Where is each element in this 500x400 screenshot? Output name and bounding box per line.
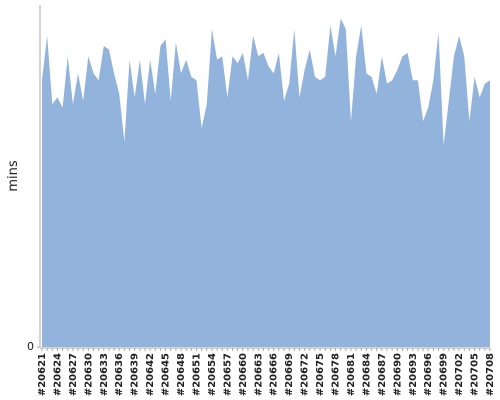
x-tick-label: #20654 — [207, 353, 218, 396]
x-tick-label: #20702 — [454, 353, 465, 396]
x-tick-label: #20645 — [161, 353, 172, 396]
area — [42, 18, 490, 348]
x-tick-label: #20699 — [439, 353, 450, 396]
x-tick-label: #20651 — [191, 353, 202, 396]
x-tick-label: #20669 — [284, 353, 295, 396]
x-tick-label: #20687 — [377, 353, 388, 396]
x-tick-label: #20624 — [52, 353, 63, 396]
x-tick-label: #20642 — [145, 353, 156, 396]
x-tick-label: #20666 — [269, 353, 280, 396]
x-tick-label: #20621 — [37, 353, 48, 396]
x-tick-label: #20627 — [68, 353, 79, 396]
y-axis-label: mins — [6, 160, 21, 192]
x-tick-label: #20648 — [176, 353, 187, 396]
y-tick-label: 0 — [27, 340, 34, 353]
x-tick-label: #20693 — [408, 353, 419, 396]
x-tick-label: #20705 — [470, 353, 481, 396]
x-tick-label: #20681 — [346, 353, 357, 396]
x-tick-label: #20672 — [300, 353, 311, 396]
x-tick-label: #20657 — [222, 353, 233, 396]
x-tick-label: #20708 — [485, 353, 496, 396]
x-tick-label: #20633 — [99, 353, 110, 396]
x-tick-label: #20675 — [315, 353, 326, 396]
x-tick-label: #20690 — [392, 353, 403, 396]
x-tick-label: #20636 — [114, 353, 125, 396]
x-tick-label: #20639 — [130, 353, 141, 396]
x-tick-label: #20663 — [253, 353, 264, 396]
x-tick-label: #20678 — [331, 353, 342, 396]
x-tick-label: #20660 — [238, 353, 249, 396]
x-tick-label: #20630 — [83, 353, 94, 396]
x-tick-label: #20684 — [361, 353, 372, 396]
x-tick-label: #20696 — [423, 353, 434, 396]
